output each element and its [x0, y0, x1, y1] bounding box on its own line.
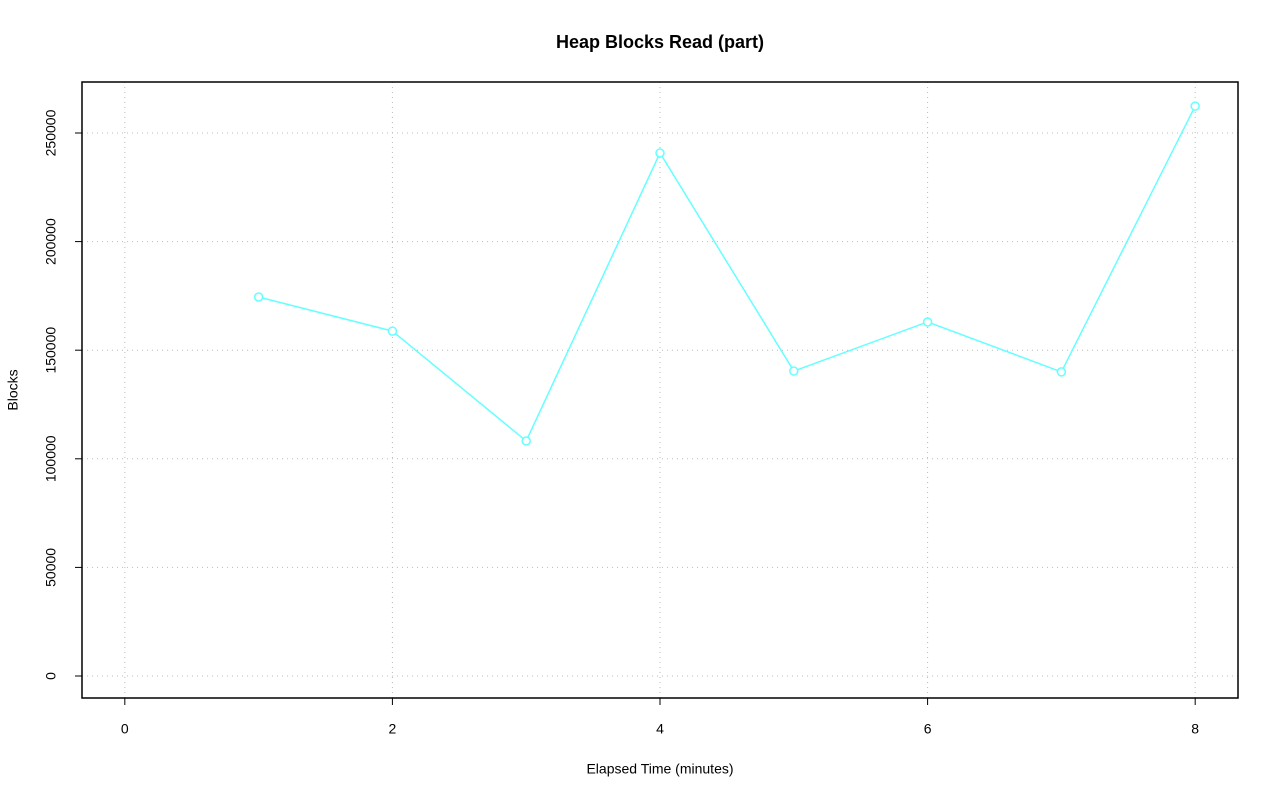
data-point	[253, 292, 264, 302]
data-point	[789, 366, 799, 376]
x-tick-label: 0	[121, 721, 129, 737]
data-point	[655, 148, 665, 158]
data-point	[387, 326, 398, 336]
plot-frame	[81, 81, 1239, 699]
y-tick-label: 0	[43, 672, 59, 680]
data-line	[258, 105, 1196, 443]
x-axis-label: Elapsed Time (minutes)	[586, 761, 733, 777]
x-tick-label: 2	[389, 721, 397, 737]
y-tick-label: 50000	[43, 548, 59, 587]
x-tick-label: 8	[1191, 721, 1199, 737]
data-point	[1190, 101, 1200, 111]
x-tick-label: 6	[924, 721, 932, 737]
data-point	[922, 317, 933, 327]
data-point	[1056, 367, 1067, 377]
x-tick-label: 4	[656, 721, 664, 737]
y-tick-label: 200000	[43, 218, 59, 265]
y-tick-label: 150000	[43, 327, 59, 374]
y-tick-label: 250000	[43, 109, 59, 156]
y-tick-label: 100000	[43, 435, 59, 482]
data-point	[521, 436, 531, 446]
y-axis-label: Blocks	[5, 369, 21, 410]
chart-title: Heap Blocks Read (part)	[556, 32, 764, 52]
